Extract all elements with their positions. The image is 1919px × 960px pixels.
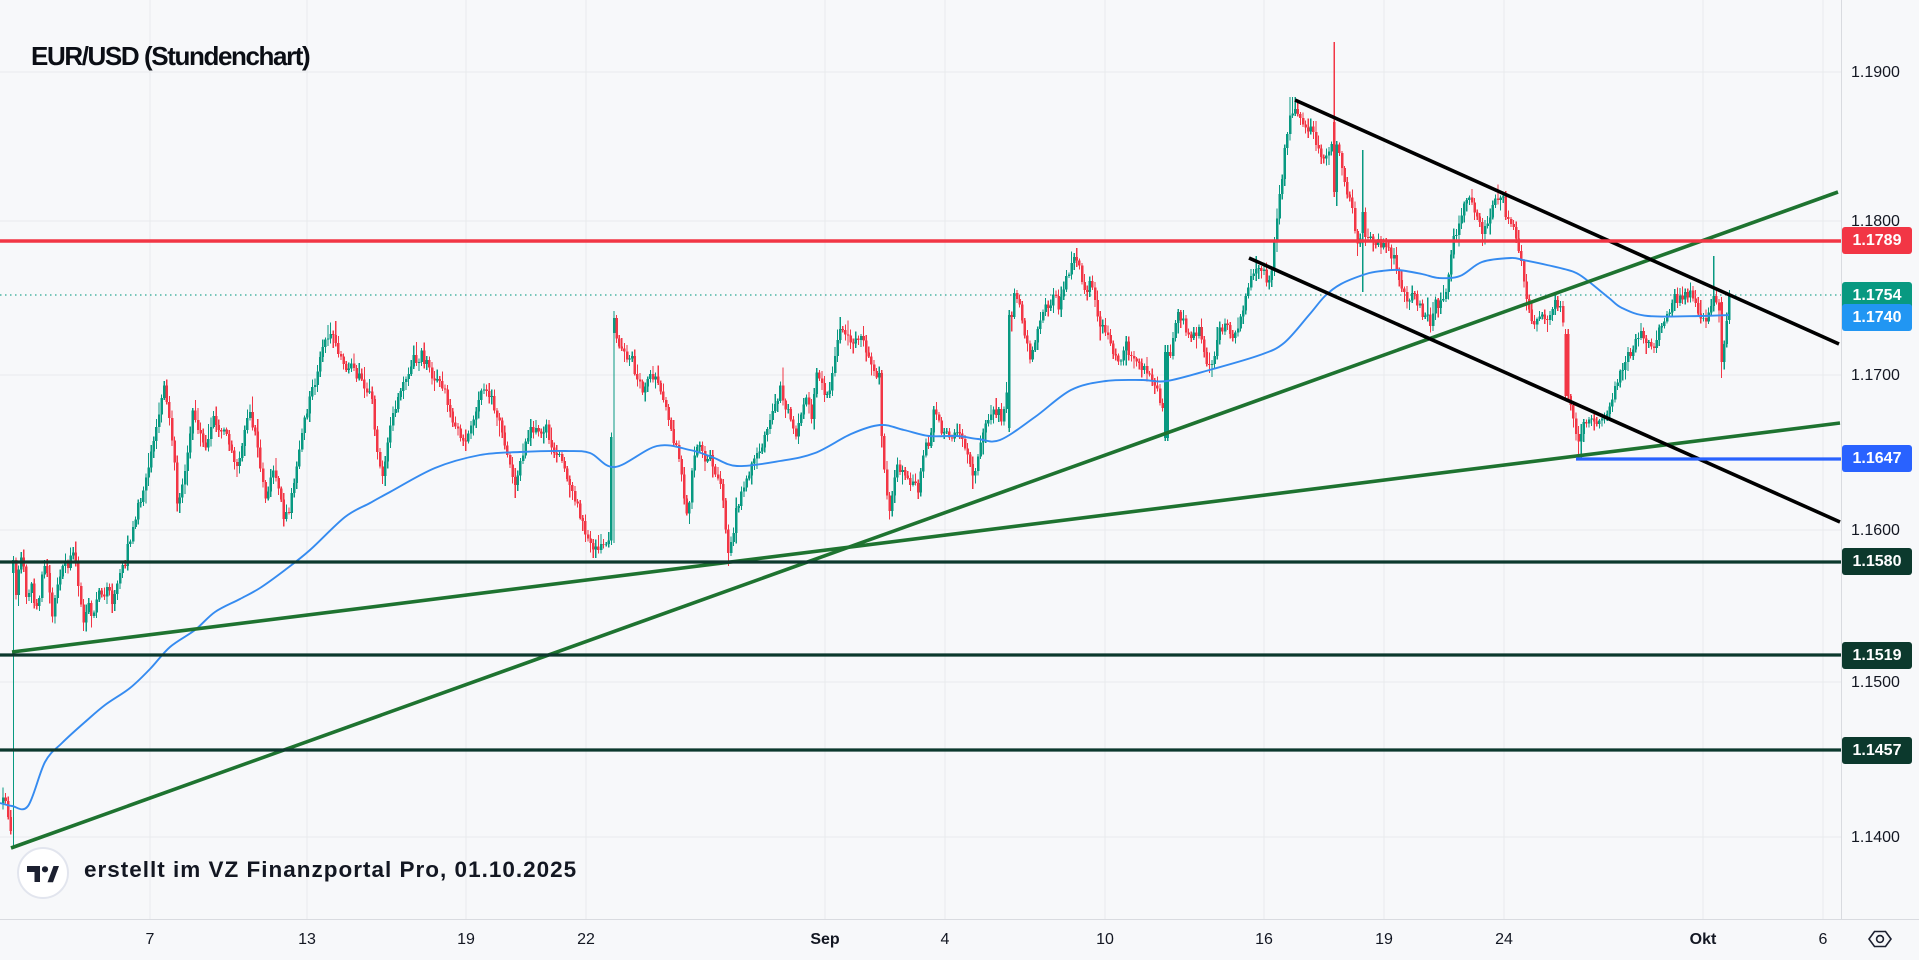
svg-text:1.1580: 1.1580: [1853, 553, 1902, 570]
svg-text:erstellt im VZ Finanzportal Pr: erstellt im VZ Finanzportal Pro, 01.10.2…: [84, 857, 577, 882]
svg-text:1.1900: 1.1900: [1851, 64, 1900, 81]
svg-text:4: 4: [941, 931, 950, 948]
svg-text:1.1500: 1.1500: [1851, 674, 1900, 691]
svg-text:Okt: Okt: [1690, 931, 1717, 948]
svg-text:19: 19: [457, 931, 475, 948]
svg-text:Sep: Sep: [810, 931, 840, 948]
svg-text:EUR/USD (Stundenchart): EUR/USD (Stundenchart): [31, 41, 310, 71]
svg-text:1.1457: 1.1457: [1853, 742, 1902, 759]
svg-text:24: 24: [1495, 931, 1513, 948]
svg-text:6: 6: [1819, 931, 1828, 948]
svg-text:1.1789: 1.1789: [1853, 232, 1902, 249]
svg-text:1.1519: 1.1519: [1853, 647, 1902, 664]
svg-text:1.1600: 1.1600: [1851, 522, 1900, 539]
svg-text:22: 22: [577, 931, 595, 948]
svg-text:1.1647: 1.1647: [1853, 450, 1902, 467]
svg-text:1.1754: 1.1754: [1853, 287, 1902, 304]
svg-text:16: 16: [1255, 931, 1273, 948]
svg-text:1.1740: 1.1740: [1853, 309, 1902, 326]
svg-text:19: 19: [1375, 931, 1393, 948]
svg-text:13: 13: [298, 931, 316, 948]
svg-text:1.1700: 1.1700: [1851, 367, 1900, 384]
svg-text:1.1800: 1.1800: [1851, 213, 1900, 230]
svg-text:1.1400: 1.1400: [1851, 829, 1900, 846]
svg-text:7: 7: [146, 931, 155, 948]
svg-text:10: 10: [1096, 931, 1114, 948]
